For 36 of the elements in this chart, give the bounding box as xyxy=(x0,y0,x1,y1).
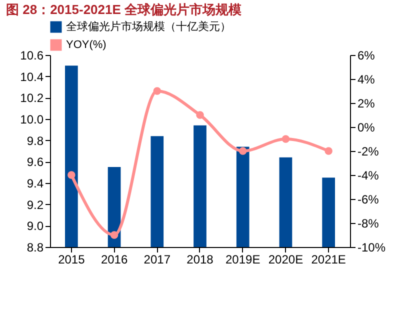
y2-tick-label: 6% xyxy=(358,48,376,62)
y-tick-label: 9.6 xyxy=(26,155,44,170)
y-tick-label: 9.4 xyxy=(26,176,44,190)
y2-tick-label: -2% xyxy=(358,144,380,158)
y2-tick-label: 2% xyxy=(358,96,376,110)
x-tick-label: 2020E xyxy=(268,252,304,266)
x-tick-label: 2017 xyxy=(144,252,171,266)
y-tick-label: 10.4 xyxy=(20,70,44,84)
y2-tick-label: -4% xyxy=(358,168,380,182)
y-tick-label: 9.2 xyxy=(26,198,44,212)
point xyxy=(196,111,204,119)
y2-tick-label: 0% xyxy=(358,120,376,134)
x-tick-label: 2021E xyxy=(311,252,346,266)
chart-title: 图 28：2015-2021E 全球偏光片市场规模 xyxy=(6,2,242,17)
point xyxy=(68,171,76,179)
point xyxy=(110,231,118,239)
y2-tick-label: -6% xyxy=(358,192,380,206)
x-tick-label: 2015 xyxy=(58,252,86,266)
y2-tick-label: -10% xyxy=(358,240,386,254)
point xyxy=(153,87,162,95)
y-tick-label: 10.6 xyxy=(20,48,44,62)
y-tick-label: 9.8 xyxy=(26,134,44,148)
legend-label: YOY(%) xyxy=(66,39,106,51)
y-tick-label: 9.0 xyxy=(26,219,44,234)
y2-tick-label: -8% xyxy=(358,216,380,230)
y-tick-label: 10.2 xyxy=(20,91,44,106)
y2-tick-label: 4% xyxy=(358,72,376,86)
x-tick-label: 2019E xyxy=(226,252,260,266)
x-tick-label: 2016 xyxy=(100,252,128,266)
point xyxy=(324,147,332,155)
legend-label: 全球偏光片市场规模（十亿美元） xyxy=(66,20,231,33)
point xyxy=(282,135,290,143)
y-tick-label: 8.8 xyxy=(26,240,44,254)
y-tick-label: 10.0 xyxy=(20,112,44,126)
x-tick-label: 2018 xyxy=(186,252,214,266)
point xyxy=(238,147,247,155)
